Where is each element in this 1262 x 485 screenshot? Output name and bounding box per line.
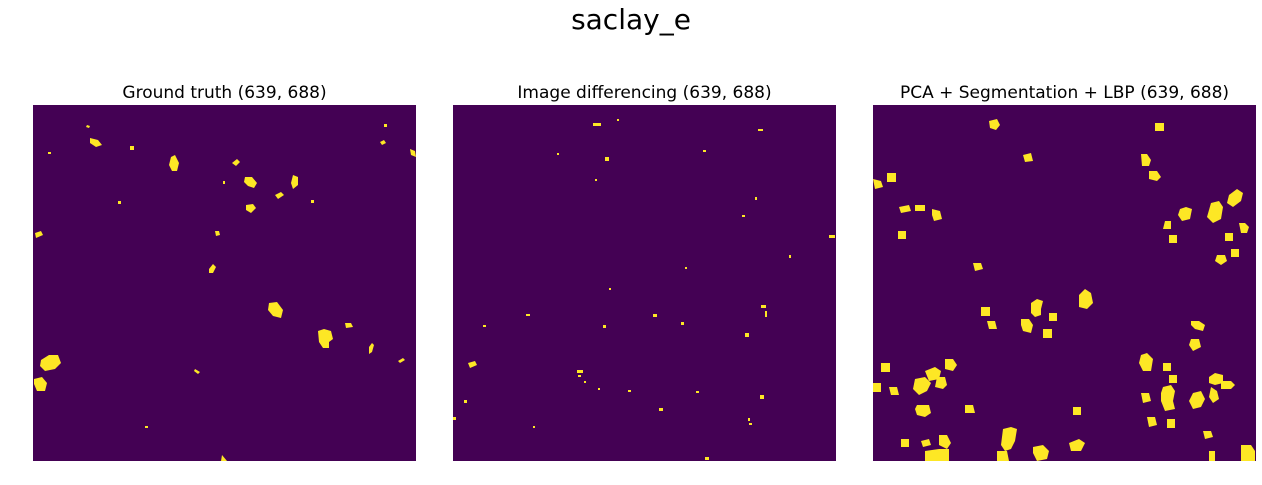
panel-ground-truth xyxy=(33,105,416,461)
pca-segmentation-lbp-change-map xyxy=(873,105,1256,461)
panel-title-pca-segmentation-lbp: PCA + Segmentation + LBP (639, 688) xyxy=(899,83,1230,103)
ground-truth-change-map xyxy=(33,105,416,461)
figure-title: saclay_e xyxy=(571,3,691,36)
panel-image-differencing xyxy=(453,105,836,461)
panel-title-ground-truth: Ground truth (639, 688) xyxy=(122,83,327,103)
panel-title-image-differencing: Image differencing (639, 688) xyxy=(517,83,772,103)
panel-pca-segmentation-lbp xyxy=(873,105,1256,461)
image-differencing-change-map xyxy=(453,105,836,461)
